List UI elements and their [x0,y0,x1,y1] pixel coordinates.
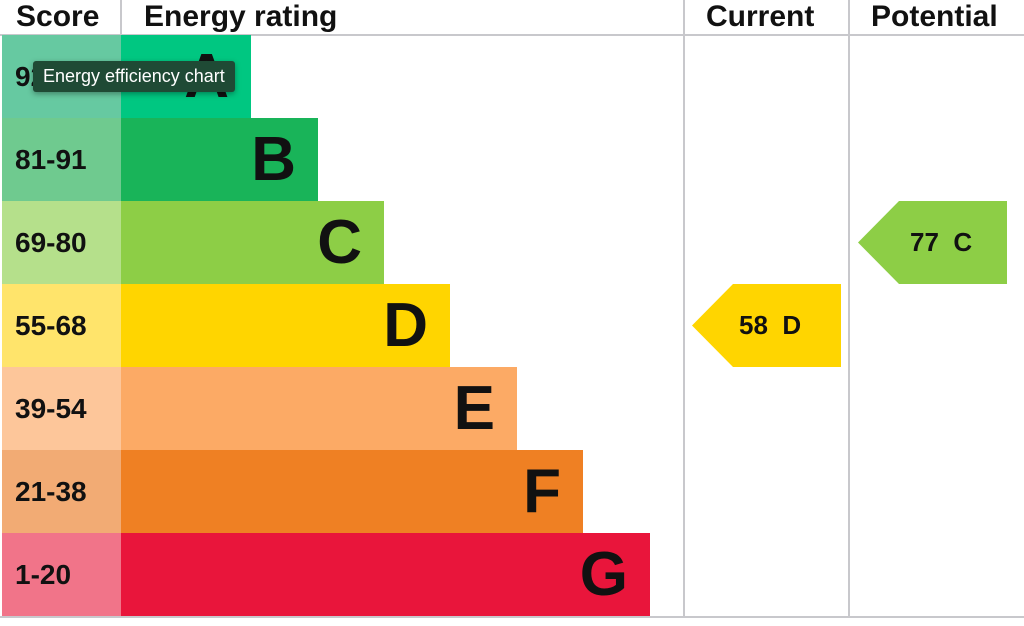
score-range: 21-38 [2,450,121,533]
arrow-shape [692,284,841,367]
bottom-divider [0,616,1024,618]
current-column-header: Current [706,0,815,33]
score-range: 81-91 [2,118,121,201]
header-divider [0,34,1024,36]
rating-bar: G [121,533,650,616]
rating-letter: B [251,125,296,194]
score-range: 55-68 [2,284,121,367]
rating-letter: D [383,291,428,360]
score-range: 1-20 [2,533,121,616]
potential-rating-arrow: 77 C [858,201,1007,284]
rating-bar: C [121,201,384,284]
chart-header: Score Energy rating Current Potential [0,0,1024,34]
arrow-shape [858,201,1007,284]
column-divider [120,0,122,34]
potential-rating-label: 77 C [910,227,973,257]
current-rating-arrow: 58 D [692,284,841,367]
current-rating-label: 58 D [739,310,802,340]
score-range: 69-80 [2,201,121,284]
rating-letter: E [453,374,495,443]
rating-bar: E [121,367,517,450]
score-column-header: Score [16,0,100,33]
rating-letter: C [317,208,362,277]
chart-tooltip: Energy efficiency chart [33,61,235,92]
energy-rating-column-header: Energy rating [144,0,338,33]
potential-column-header: Potential [871,0,998,33]
rating-bar: D [121,284,450,367]
rating-letter: G [579,540,628,609]
rating-bar: B [121,118,318,201]
score-range: 39-54 [2,367,121,450]
rating-bar: F [121,450,583,533]
column-divider [683,0,685,618]
column-divider [848,0,850,618]
rating-letter: F [523,457,561,526]
